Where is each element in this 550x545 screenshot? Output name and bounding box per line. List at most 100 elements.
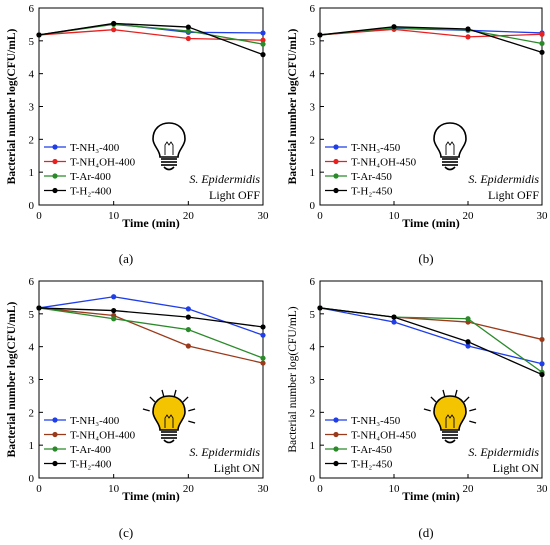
y-tick-label: 1 xyxy=(29,167,35,179)
x-tick-label: 0 xyxy=(36,483,42,495)
series-line-4 xyxy=(38,307,264,328)
data-point xyxy=(260,355,266,361)
x-tick-label: 20 xyxy=(183,483,195,495)
y-tick-label: 6 xyxy=(310,276,316,288)
y-tick-label: 2 xyxy=(29,407,35,419)
panel-label: (d) xyxy=(418,525,433,540)
data-point xyxy=(465,343,471,349)
bulb-tip xyxy=(163,166,175,171)
light-ray xyxy=(469,408,477,412)
y-tick-label: 1 xyxy=(310,440,316,452)
y-tick-label: 0 xyxy=(310,200,316,212)
bulb-filament xyxy=(445,141,455,155)
legend-entry: T-NH₄OH-400 xyxy=(70,430,136,442)
bulb-tip xyxy=(444,439,456,444)
light-ray xyxy=(182,396,189,403)
organism-label: S. Epidermidis xyxy=(468,445,539,459)
y-tick-label: 4 xyxy=(310,69,316,81)
legend-entry: T-H₂-400 xyxy=(70,459,112,471)
data-point xyxy=(260,37,266,43)
series-line-3 xyxy=(319,307,543,373)
bulb-globe xyxy=(433,122,467,158)
light-ray xyxy=(142,408,150,412)
series-line-4 xyxy=(38,22,264,56)
x-tick-label: 20 xyxy=(463,210,475,222)
light-ray xyxy=(188,408,196,412)
legend-marker xyxy=(52,144,58,150)
legend-marker xyxy=(333,460,339,467)
series-line-2 xyxy=(319,28,543,38)
legend-entry: T-NH₄OH-400 xyxy=(70,157,136,169)
data-point xyxy=(465,34,471,40)
data-point xyxy=(391,24,397,30)
y-tick-label: 3 xyxy=(29,102,35,114)
chart-panel-4: 0 1 2 3 4 5 6 0 10 20 30 Time (min) Bacterial number… xyxy=(287,276,548,540)
data-point xyxy=(185,326,191,333)
legend-marker xyxy=(333,446,339,452)
x-axis-label: Time (min) xyxy=(402,489,459,503)
y-tick-label: 2 xyxy=(29,134,35,146)
light-ray xyxy=(423,408,431,412)
light-ray xyxy=(149,396,156,403)
legend-marker xyxy=(52,187,58,194)
panel-label: (c) xyxy=(119,525,133,540)
series-line-1 xyxy=(38,296,264,336)
x-tick-label: 10 xyxy=(108,210,120,222)
legend-marker xyxy=(333,173,339,179)
data-point xyxy=(185,24,191,30)
data-point xyxy=(185,35,191,42)
x-tick-label: 10 xyxy=(108,483,120,495)
lightbulb-off-icon xyxy=(433,122,467,171)
light-ray xyxy=(173,389,177,397)
legend-marker xyxy=(333,158,339,165)
y-tick-label: 5 xyxy=(29,36,35,48)
y-tick-label: 6 xyxy=(29,276,35,288)
x-tick-label: 0 xyxy=(36,210,42,222)
organism-label: S. Epidermidis xyxy=(468,172,539,186)
data-point xyxy=(465,26,471,32)
data-point xyxy=(36,32,42,38)
x-tick-label: 10 xyxy=(389,210,401,222)
data-point xyxy=(539,371,545,378)
data-point xyxy=(391,319,397,325)
legend-entry: T-Ar-450 xyxy=(351,171,392,183)
x-tick-label: 30 xyxy=(258,210,270,222)
data-point xyxy=(465,339,471,345)
y-tick-label: 2 xyxy=(310,134,316,146)
bulb-filament xyxy=(445,414,455,428)
data-point xyxy=(317,32,323,38)
data-point xyxy=(185,314,191,320)
legend-entry: T-Ar-400 xyxy=(70,444,111,456)
light-ray xyxy=(188,420,196,424)
bulb-filament xyxy=(164,414,174,428)
legend-marker xyxy=(52,431,58,438)
light-ray xyxy=(463,396,470,403)
x-tick-label: 20 xyxy=(463,483,475,495)
light-state-label: Light ON xyxy=(493,461,540,475)
y-tick-label: 3 xyxy=(310,102,316,114)
light-ray xyxy=(430,396,437,403)
legend-entry: T-NH₄OH-450 xyxy=(351,430,417,442)
legend-marker xyxy=(333,144,339,150)
light-ray xyxy=(454,389,458,397)
data-point xyxy=(111,20,117,27)
data-point xyxy=(260,332,266,338)
y-axis-label: Bacterial number log(CFU/mL) xyxy=(287,29,299,185)
data-point xyxy=(260,30,266,36)
legend-entry: T-NH₃-400 xyxy=(70,142,120,154)
light-state-label: Light OFF xyxy=(209,188,260,202)
series-line-1 xyxy=(319,307,543,365)
legend-marker xyxy=(52,417,58,423)
series-line-2 xyxy=(38,307,264,364)
x-tick-label: 30 xyxy=(537,210,549,222)
data-point xyxy=(539,31,545,37)
legend-marker xyxy=(52,446,58,452)
legend-marker xyxy=(52,158,58,165)
y-tick-label: 4 xyxy=(29,342,35,354)
data-point xyxy=(260,324,266,330)
x-tick-label: 30 xyxy=(537,483,549,495)
data-point xyxy=(185,306,191,312)
legend-entry: T-NH₃-450 xyxy=(351,142,401,154)
data-point xyxy=(185,343,191,349)
x-axis-label: Time (min) xyxy=(122,216,179,230)
